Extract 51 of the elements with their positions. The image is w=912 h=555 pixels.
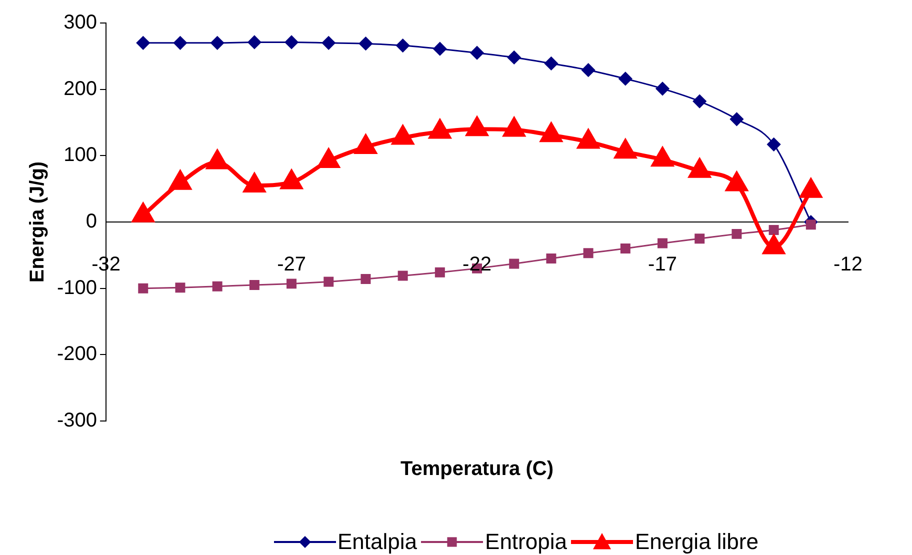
point [249,280,260,290]
y-tick-label: -200 [57,343,98,366]
legend-label: Energia libre [634,529,758,555]
point [582,63,596,77]
point [507,50,521,64]
point [212,281,222,292]
point [433,42,447,56]
point [324,276,334,287]
y-tick-label: 0 [86,210,98,233]
point [806,220,816,230]
point [136,36,150,50]
point [658,238,668,248]
point [210,36,224,50]
point [583,248,594,258]
x-axis-title: Temperatura (C) [400,458,554,481]
point [767,138,781,152]
x-tick-label: -17 [648,254,677,276]
y-axis-title: Energia (J/g) [26,161,49,283]
x-tick-label: -12 [834,254,862,276]
point [358,36,372,50]
point [284,35,298,49]
point [360,274,371,284]
point [546,253,556,264]
point [768,224,779,235]
y-tick-label: -300 [57,410,98,432]
point [173,36,187,50]
point [694,234,705,244]
point [692,94,706,108]
point [248,35,262,49]
point [470,46,484,60]
point [730,112,744,126]
point [544,56,558,70]
point [396,38,410,52]
point [509,258,520,269]
point [656,82,670,96]
y-tick-label: 300 [64,12,98,34]
y-tick-label: 100 [64,144,98,166]
y-tick-label: 200 [64,78,98,100]
point [138,283,148,294]
point [732,228,742,239]
point [618,72,632,86]
point [286,278,297,289]
legend-label: Entropia [485,529,567,555]
legend-label: Entalpia [338,529,418,555]
y-tick-label: -100 [57,276,98,299]
point [175,282,186,293]
point [398,270,408,281]
point [620,244,630,254]
point [434,267,445,278]
point [322,36,336,50]
x-tick-label: -27 [277,254,306,276]
